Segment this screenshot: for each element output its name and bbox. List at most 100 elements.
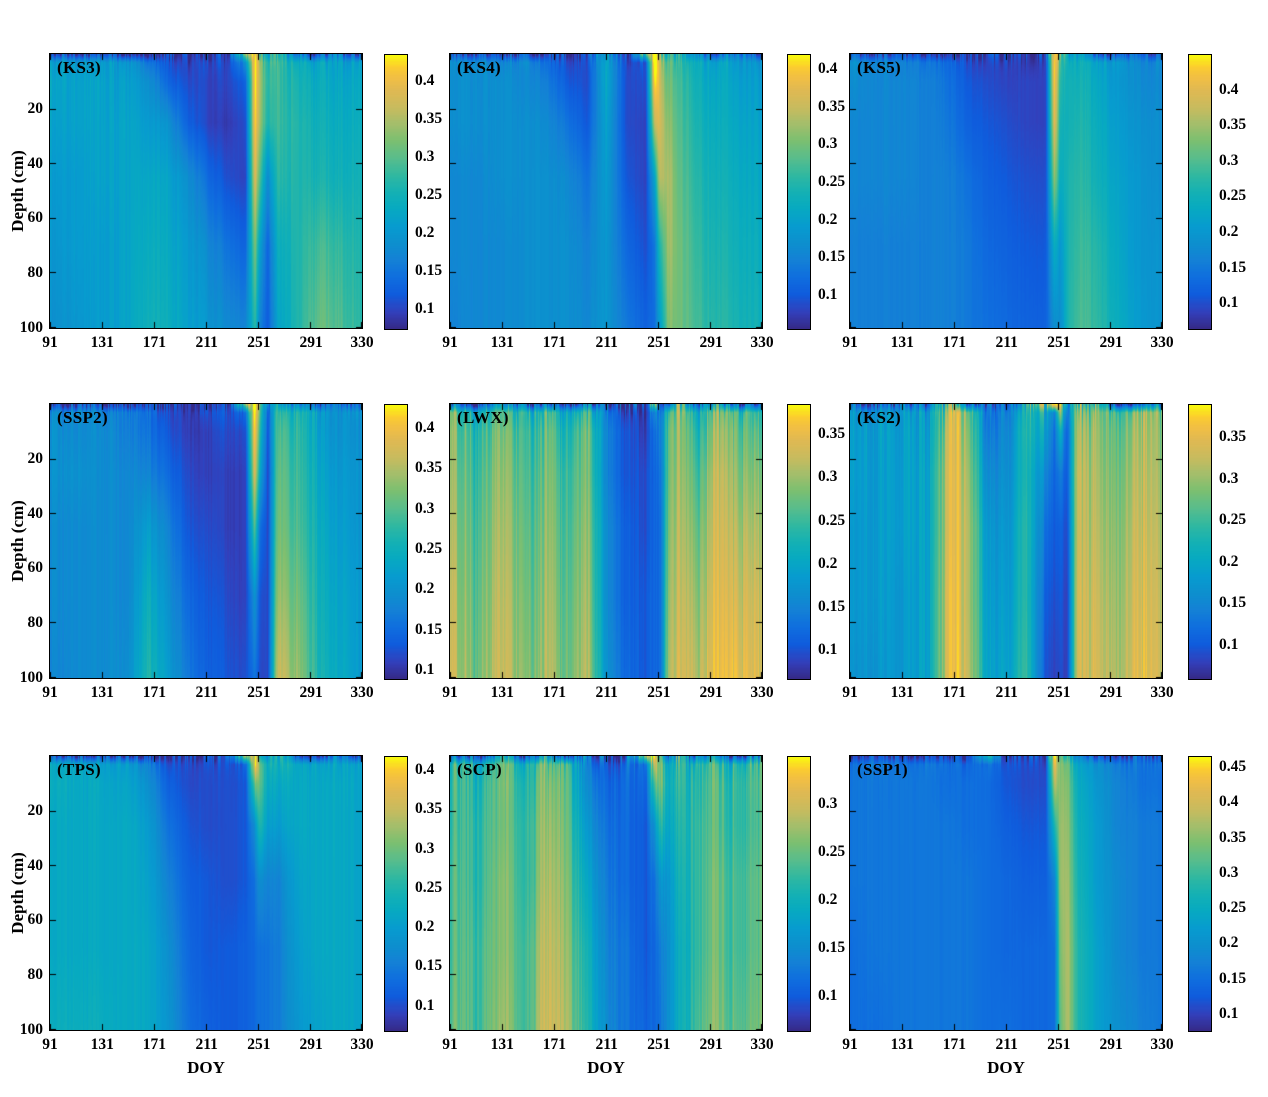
colorbar-tick-label: 0.2 <box>1219 934 1239 952</box>
colorbar-tick-label: 0.25 <box>818 511 846 529</box>
heatmap-panel-LWX <box>450 404 762 678</box>
y-axis-label: Depth (cm) <box>8 150 27 232</box>
x-tick-label: 330 <box>350 334 374 351</box>
colorbar-tick-label: 0.2 <box>1219 552 1239 570</box>
colorbar-SSP2 <box>384 404 408 680</box>
colorbar-tick-label: 0.4 <box>818 60 838 78</box>
colorbar-canvas-SCP <box>787 756 811 1032</box>
colorbar-tick-label: 0.3 <box>415 839 435 857</box>
colorbar-tick-label: 0.1 <box>818 285 838 303</box>
colorbar-tick-label: 0.1 <box>1219 635 1239 653</box>
x-tick-label: 251 <box>1047 334 1071 351</box>
y-tick-label: 40 <box>27 154 44 172</box>
colorbar-tick-label: 0.15 <box>415 261 443 279</box>
x-tick-label: 291 <box>699 1036 723 1053</box>
colorbar-tick-label: 0.2 <box>415 918 435 936</box>
colorbar-tick-label: 0.1 <box>415 996 435 1014</box>
colorbar-tick-label: 0.15 <box>415 957 443 975</box>
colorbar-canvas-KS5 <box>1188 54 1212 330</box>
colorbar-tick-label: 0.3 <box>1219 469 1239 487</box>
x-tick-label: 251 <box>247 1036 271 1053</box>
colorbar-tick-label: 0.1 <box>1219 294 1239 312</box>
colorbar-tick-label: 0.35 <box>818 97 846 115</box>
colorbar-tick-label: 0.15 <box>818 248 846 266</box>
y-axis-label: Depth (cm) <box>8 852 27 934</box>
y-tick-label: 60 <box>27 209 44 227</box>
colorbar-tick-label: 0.25 <box>415 878 443 896</box>
colorbar-tick-label: 0.3 <box>818 794 838 812</box>
colorbar-tick-label: 0.3 <box>1219 151 1239 169</box>
colorbar-tick-label: 0.35 <box>415 459 443 477</box>
x-tick-label: 291 <box>1099 1036 1123 1053</box>
x-tick-label: 171 <box>142 1036 167 1053</box>
panel-label-KS5: (KS5) <box>857 58 901 77</box>
colorbar-tick-label: 0.3 <box>415 499 435 517</box>
y-tick-label: 80 <box>27 264 44 282</box>
heatmap-canvas-KS3 <box>50 54 362 328</box>
colorbar-tick-label: 0.25 <box>1219 511 1247 529</box>
colorbar-tick-label: 0.25 <box>1219 899 1247 917</box>
colorbar-TPS <box>384 756 408 1032</box>
x-tick-label: 291 <box>699 684 723 701</box>
panel-label-LWX: (LWX) <box>457 408 509 427</box>
colorbar-tick-label: 0.2 <box>415 223 435 241</box>
x-tick-label: 291 <box>299 334 323 351</box>
x-tick-label: 330 <box>350 1036 374 1053</box>
colorbar-tick-label: 0.3 <box>1219 863 1239 881</box>
colorbar-tick-label: 0.2 <box>415 580 435 598</box>
colorbar-tick-label: 0.3 <box>818 135 838 153</box>
x-tick-label: 211 <box>195 334 218 351</box>
x-tick-label: 131 <box>890 684 914 701</box>
panel-label-TPS: (TPS) <box>57 760 101 779</box>
x-tick-label: 291 <box>299 1036 323 1053</box>
x-axis-label: DOY <box>587 1058 625 1077</box>
colorbar-SSP1 <box>1188 756 1212 1032</box>
x-tick-label: 131 <box>490 684 514 701</box>
y-tick-label: 20 <box>27 99 44 117</box>
x-tick-label: 91 <box>42 1036 58 1053</box>
x-tick-label: 211 <box>595 684 618 701</box>
x-tick-label: 251 <box>647 334 671 351</box>
x-tick-label: 330 <box>750 1036 774 1053</box>
x-tick-label: 251 <box>1047 684 1071 701</box>
y-tick-label: 60 <box>27 911 44 929</box>
panel-label-KS3: (KS3) <box>57 58 101 77</box>
x-tick-label: 171 <box>142 684 167 701</box>
colorbar-SCP <box>787 756 811 1032</box>
x-tick-label: 291 <box>299 684 323 701</box>
colorbar-LWX <box>787 404 811 680</box>
x-tick-label: 171 <box>542 334 567 351</box>
x-tick-label: 131 <box>90 684 114 701</box>
x-tick-label: 291 <box>699 334 723 351</box>
colorbar-tick-label: 0.4 <box>415 71 435 89</box>
colorbar-tick-label: 0.4 <box>415 761 435 779</box>
panel-label-SSP1: (SSP1) <box>857 760 908 779</box>
x-tick-label: 330 <box>1150 684 1174 701</box>
x-tick-label: 251 <box>247 334 271 351</box>
colorbar-tick-label: 0.1 <box>818 986 838 1004</box>
y-tick-label: 20 <box>27 801 44 819</box>
colorbar-canvas-KS4 <box>787 54 811 330</box>
x-tick-label: 171 <box>542 684 567 701</box>
colorbar-tick-label: 0.2 <box>818 210 838 228</box>
heatmap-canvas-SCP <box>450 756 762 1030</box>
x-tick-label: 131 <box>90 1036 114 1053</box>
colorbar-tick-label: 0.15 <box>818 598 846 616</box>
x-tick-label: 211 <box>995 684 1018 701</box>
x-tick-label: 91 <box>842 684 858 701</box>
x-tick-label: 171 <box>942 684 967 701</box>
heatmap-canvas-SSP1 <box>850 756 1162 1030</box>
colorbar-canvas-KS2 <box>1188 404 1212 680</box>
x-tick-label: 91 <box>842 334 858 351</box>
heatmap-canvas-KS2 <box>850 404 1162 678</box>
colorbar-canvas-SSP2 <box>384 404 408 680</box>
colorbar-tick-label: 0.25 <box>1219 187 1247 205</box>
x-tick-label: 211 <box>995 334 1018 351</box>
colorbar-tick-label: 0.2 <box>818 554 838 572</box>
x-tick-label: 211 <box>595 1036 618 1053</box>
y-tick-label: 100 <box>19 319 43 336</box>
heatmap-panel-SSP1 <box>850 756 1162 1030</box>
colorbar-tick-label: 0.3 <box>818 468 838 486</box>
colorbar-tick-label: 0.35 <box>1219 828 1247 846</box>
heatmap-panel-SCP <box>450 756 762 1030</box>
